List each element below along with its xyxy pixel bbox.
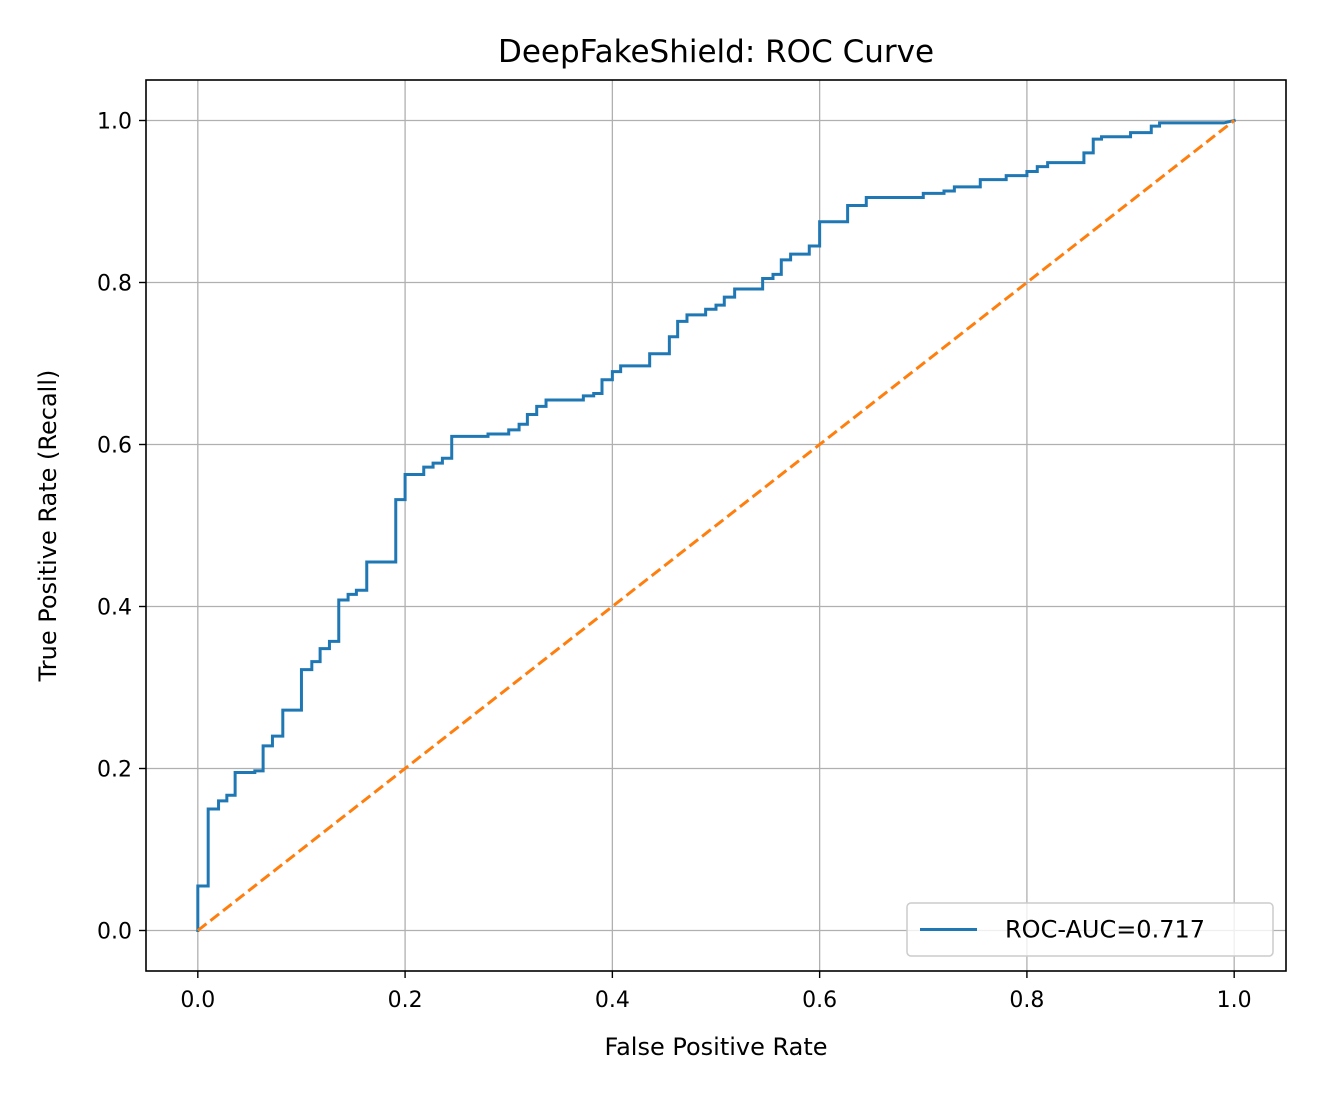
y-tick-label: 0.6 — [97, 434, 132, 459]
plot-frame — [145, 79, 1287, 972]
legend-box — [906, 902, 1274, 957]
legend: ROC-AUC=0.717 — [906, 902, 1274, 957]
chart-title: DeepFakeShield: ROC Curve — [498, 34, 934, 70]
x-tick-label: 1.0 — [1217, 988, 1252, 1013]
y-tick-label: 0.4 — [97, 596, 132, 621]
y-tick-label: 0.0 — [97, 920, 132, 945]
ticks: 0.0 0.2 0.4 0.6 0.8 1.0 0.0 0.2 0.4 0.6 0.8 1.0 — [97, 110, 1252, 1014]
series-line-chance-diagonal — [196, 119, 1236, 932]
x-tick-label: 0.6 — [802, 988, 837, 1013]
y-tick-label: 0.8 — [97, 272, 132, 297]
series-line-roc — [196, 118, 1236, 932]
x-axis-label: False Positive Rate — [604, 1033, 827, 1061]
y-tick-label: 0.2 — [97, 758, 132, 783]
legend-label-roc: ROC-AUC=0.717 — [1005, 916, 1205, 944]
y-tick-label: 1.0 — [97, 110, 132, 135]
y-axis-label: True Positive Rate (Recall) — [34, 370, 62, 683]
series-layer — [196, 118, 1236, 932]
x-tick-label: 0.2 — [388, 988, 423, 1013]
x-tick-label: 0.8 — [1009, 988, 1044, 1013]
x-tick-label: 0.4 — [595, 988, 630, 1013]
grid — [146, 80, 1286, 971]
x-tick-label: 0.0 — [180, 988, 215, 1013]
